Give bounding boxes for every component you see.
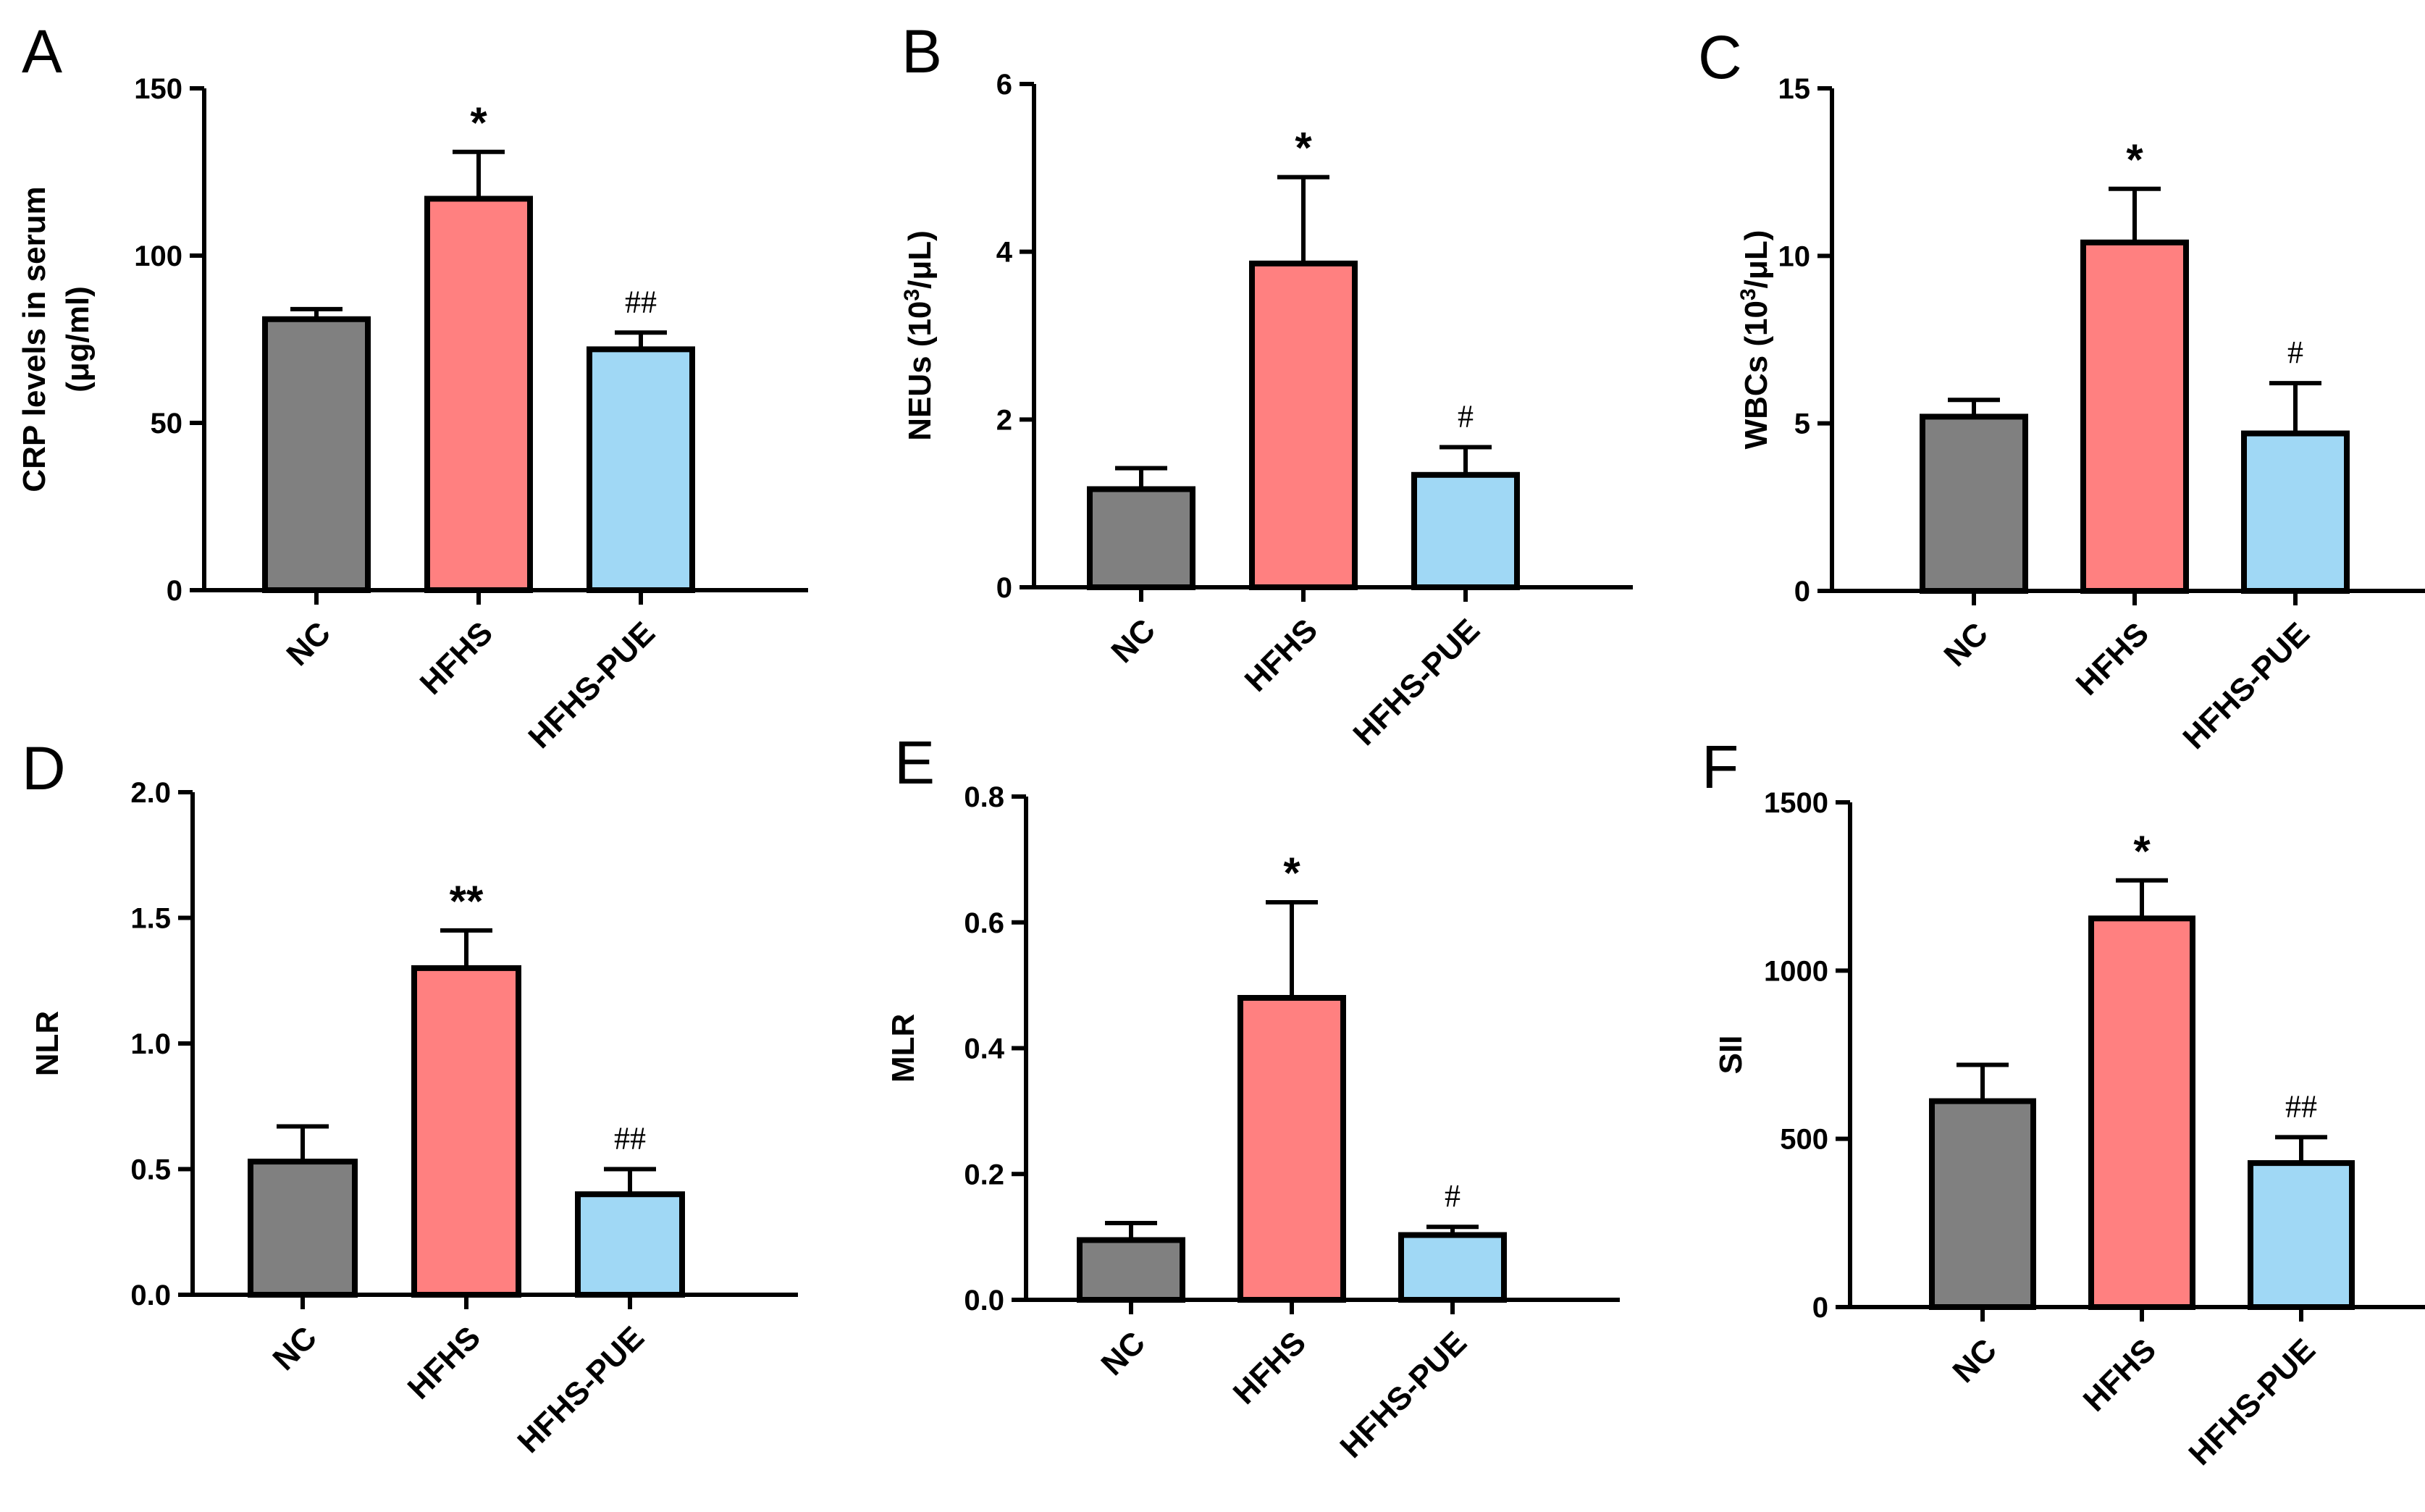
bar-hfhs-pue [1398,1232,1507,1303]
y-axis-label: MLR [886,1014,921,1083]
panel-letter: D [22,734,66,802]
bar-hfhs [1249,260,1358,590]
y-tick-label: 0.8 [964,781,1004,813]
y-tick-label: 0 [1812,1292,1828,1324]
y-tick-label: 4 [996,237,1013,269]
y-axis-label: NEUs (103/μL) [900,230,938,441]
y-tick-label: 0 [996,572,1012,604]
bar-hfhs-pue [575,1191,685,1298]
y-tick-label: 10 [1778,240,1811,272]
panel-letter: A [22,17,62,85]
y-tick-label: 0.0 [964,1285,1004,1316]
significance-label: * [470,98,487,147]
y-tick-label: 1000 [1764,955,1828,987]
panel-f: F 0 500 1000 1500 SII NC HFHS * HFHS-PUE ## [1702,733,2425,1472]
y-tick-label: 2 [996,404,1012,436]
y-tick-label: 1.0 [130,1028,171,1060]
panel-d: D 0.0 0.5 1.0 1.5 2.0 NLR NC HFHS ** HFHS-PUE ## [22,734,798,1460]
y-tick-label: 100 [134,240,182,272]
bar-hfhs-pue [1411,471,1520,590]
bar-nc [248,1159,358,1298]
panel-letter: C [1698,23,1742,91]
y-tick-label: 1500 [1764,787,1828,819]
x-tick-label: HFHS [1227,1324,1313,1411]
x-tick-label: NC [280,615,337,673]
significance-label: * [2133,827,2151,875]
bar-hfhs-pue [2241,430,2350,595]
bar-hfhs [1237,995,1346,1303]
x-tick-label: HFHS [1238,612,1324,698]
bar-nc [1087,486,1195,590]
x-tick-label: NC [266,1319,324,1377]
x-tick-label: HFHS-PUE [2176,616,2316,756]
significance-label: * [2126,135,2143,184]
x-tick-label: HFHS-PUE [1333,1324,1474,1465]
y-tick-label: 1.5 [130,903,171,935]
x-tick-label: HFHS [413,615,500,701]
bar-hfhs [424,196,533,593]
panel-letter: E [894,728,935,797]
x-tick-label: HFHS-PUE [521,615,662,755]
panel-c: C 0 5 10 15 WBCs (103/μL) NC HFHS * HFHS-PUE # [1698,23,2425,756]
bar-nc [262,316,371,593]
y-axis-label: WBCs (103/μL) [1736,230,1774,450]
x-tick-label: NC [1946,1332,2004,1390]
bar-hfhs [2080,239,2189,594]
y-tick-label: 0.4 [964,1033,1004,1065]
y-axis-label: (μg/ml) [60,286,96,392]
y-tick-label: 0.5 [130,1154,171,1186]
panel-letter: F [1702,733,1739,801]
bar-hfhs [411,965,521,1298]
significance-label: ## [2285,1088,2317,1124]
x-tick-label: HFHS-PUE [2182,1332,2322,1472]
panel-letter: B [902,17,942,85]
panel-e: E 0.0 0.2 0.4 0.6 0.8 MLR NC HFHS * HFHS-PUE # [886,728,1620,1465]
significance-label: ## [625,284,657,319]
y-axis-label: CRP levels in serum [17,186,52,492]
y-tick-label: 0 [1794,576,1810,608]
y-tick-label: 6 [996,69,1012,101]
y-axis-label: SII [1713,1036,1749,1075]
y-tick-label: 0.0 [130,1280,171,1311]
y-tick-label: 5 [1794,408,1810,440]
significance-label: * [1295,124,1312,172]
x-tick-label: HFHS [401,1319,487,1406]
bar-nc [1920,413,2028,594]
bar-hfhs-pue [2248,1160,2355,1311]
significance-label: ** [450,877,484,925]
bar-hfhs-pue [587,346,695,593]
y-tick-label: 500 [1780,1124,1828,1156]
x-tick-label: NC [1937,616,1995,673]
y-axis-label: NLR [30,1011,65,1076]
x-tick-label: HFHS-PUE [1346,612,1487,752]
x-tick-label: HFHS [2077,1332,2163,1418]
x-tick-label: NC [1104,612,1162,670]
y-tick-label: 0.6 [964,907,1004,939]
significance-label: ## [614,1121,646,1156]
significance-label: # [1458,399,1474,434]
panel-b: B 0 2 4 6 NEUs (103/μL) NC HFHS * HFHS-PUE # [900,17,1633,752]
bar-nc [1077,1237,1185,1303]
bar-hfhs [2088,915,2195,1311]
y-tick-label: 15 [1778,73,1811,105]
x-tick-label: HFHS [2069,616,2156,702]
y-tick-label: 50 [151,408,183,440]
x-tick-label: HFHS-PUE [510,1319,651,1460]
y-tick-label: 0.2 [964,1159,1004,1190]
y-tick-label: 0 [167,575,182,607]
significance-label: # [2287,335,2303,370]
x-tick-label: NC [1094,1324,1152,1382]
panel-a: A 0 50 100 150 CRP levels in serum (μg/ml) NC HF… [17,17,808,755]
significance-label: # [1445,1178,1461,1214]
significance-label: * [1283,849,1300,897]
y-tick-label: 150 [134,73,182,105]
bar-nc [1929,1098,2036,1311]
y-tick-label: 2.0 [130,777,171,809]
